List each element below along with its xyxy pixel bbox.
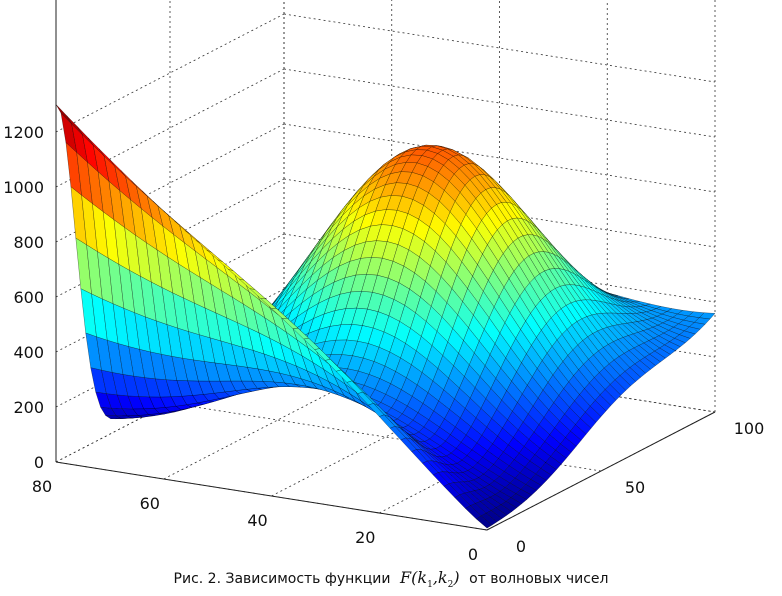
z-tick-label: 400 [13, 343, 44, 362]
caption-suffix: от волновых чисел [469, 571, 609, 587]
x-axis-line [55, 461, 488, 531]
x-tick-label: 0 [468, 545, 478, 564]
z-tick-label: 0 [34, 453, 44, 472]
caption-sub2: 2 [447, 580, 454, 591]
z-tick-label: 200 [13, 398, 44, 417]
caption-var2: k [437, 568, 448, 587]
y-tick-label: 50 [625, 478, 645, 497]
z-tick-label: 800 [13, 233, 44, 252]
z-tick-label: 1000 [3, 178, 44, 197]
surface-patch [475, 515, 493, 529]
y-tick-label: 100 [734, 419, 765, 438]
caption-var1: k [417, 568, 428, 587]
caption-formula: F(k1,k2) [400, 568, 465, 591]
x-tick-label: 80 [32, 477, 52, 496]
caption-func: F [400, 568, 412, 587]
y-axis-line [486, 411, 716, 531]
caption-sub1: 1 [427, 580, 433, 591]
figure-caption: Рис. 2. Зависимость функции F(k1,k2) от … [0, 568, 782, 590]
x-tick-label: 20 [355, 528, 375, 547]
axes-box [55, 0, 716, 531]
x-tick-label: 60 [140, 494, 160, 513]
caption-prefix: Рис. 2. Зависимость функции [173, 571, 391, 587]
y-tick-label: 0 [516, 537, 526, 556]
surface-mesh [55, 104, 716, 529]
x-tick-label: 40 [247, 511, 267, 530]
z-tick-label: 600 [13, 288, 44, 307]
z-tick-label: 1200 [3, 123, 44, 142]
